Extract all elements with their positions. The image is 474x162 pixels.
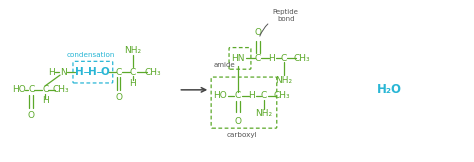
- Text: H: H: [268, 54, 275, 63]
- Text: H: H: [248, 91, 255, 100]
- Text: O: O: [27, 111, 35, 120]
- Text: O: O: [235, 117, 241, 126]
- Text: H: H: [89, 67, 97, 77]
- Text: HO: HO: [12, 85, 26, 94]
- Text: CH₃: CH₃: [293, 54, 310, 63]
- Text: C: C: [261, 91, 267, 100]
- Text: C: C: [255, 54, 261, 63]
- Text: C: C: [116, 68, 122, 77]
- Text: condensation: condensation: [67, 52, 115, 58]
- Text: CH₃: CH₃: [144, 68, 161, 77]
- Text: HO: HO: [213, 91, 227, 100]
- Text: N: N: [60, 68, 66, 77]
- Text: CH₃: CH₃: [53, 85, 69, 94]
- Text: NH₂: NH₂: [275, 75, 292, 85]
- Text: NH₂: NH₂: [255, 109, 273, 118]
- Text: C: C: [28, 85, 34, 94]
- Text: H: H: [42, 96, 48, 105]
- Text: C: C: [42, 85, 48, 94]
- Text: O: O: [115, 93, 122, 102]
- Text: CH₃: CH₃: [273, 91, 290, 100]
- Text: NH₂: NH₂: [124, 46, 141, 55]
- Text: O: O: [255, 28, 261, 37]
- Text: C: C: [129, 68, 136, 77]
- Text: H: H: [129, 79, 136, 88]
- Text: Peptide
bond: Peptide bond: [260, 9, 299, 36]
- Text: C: C: [281, 54, 287, 63]
- Text: HN: HN: [231, 54, 245, 63]
- Text: O: O: [100, 67, 109, 77]
- Text: C: C: [235, 91, 241, 100]
- Text: H: H: [74, 67, 83, 77]
- Text: H: H: [48, 68, 55, 77]
- Text: H₂O: H₂O: [377, 83, 401, 96]
- Text: amide: amide: [213, 62, 235, 68]
- Text: carboxyl: carboxyl: [227, 132, 257, 138]
